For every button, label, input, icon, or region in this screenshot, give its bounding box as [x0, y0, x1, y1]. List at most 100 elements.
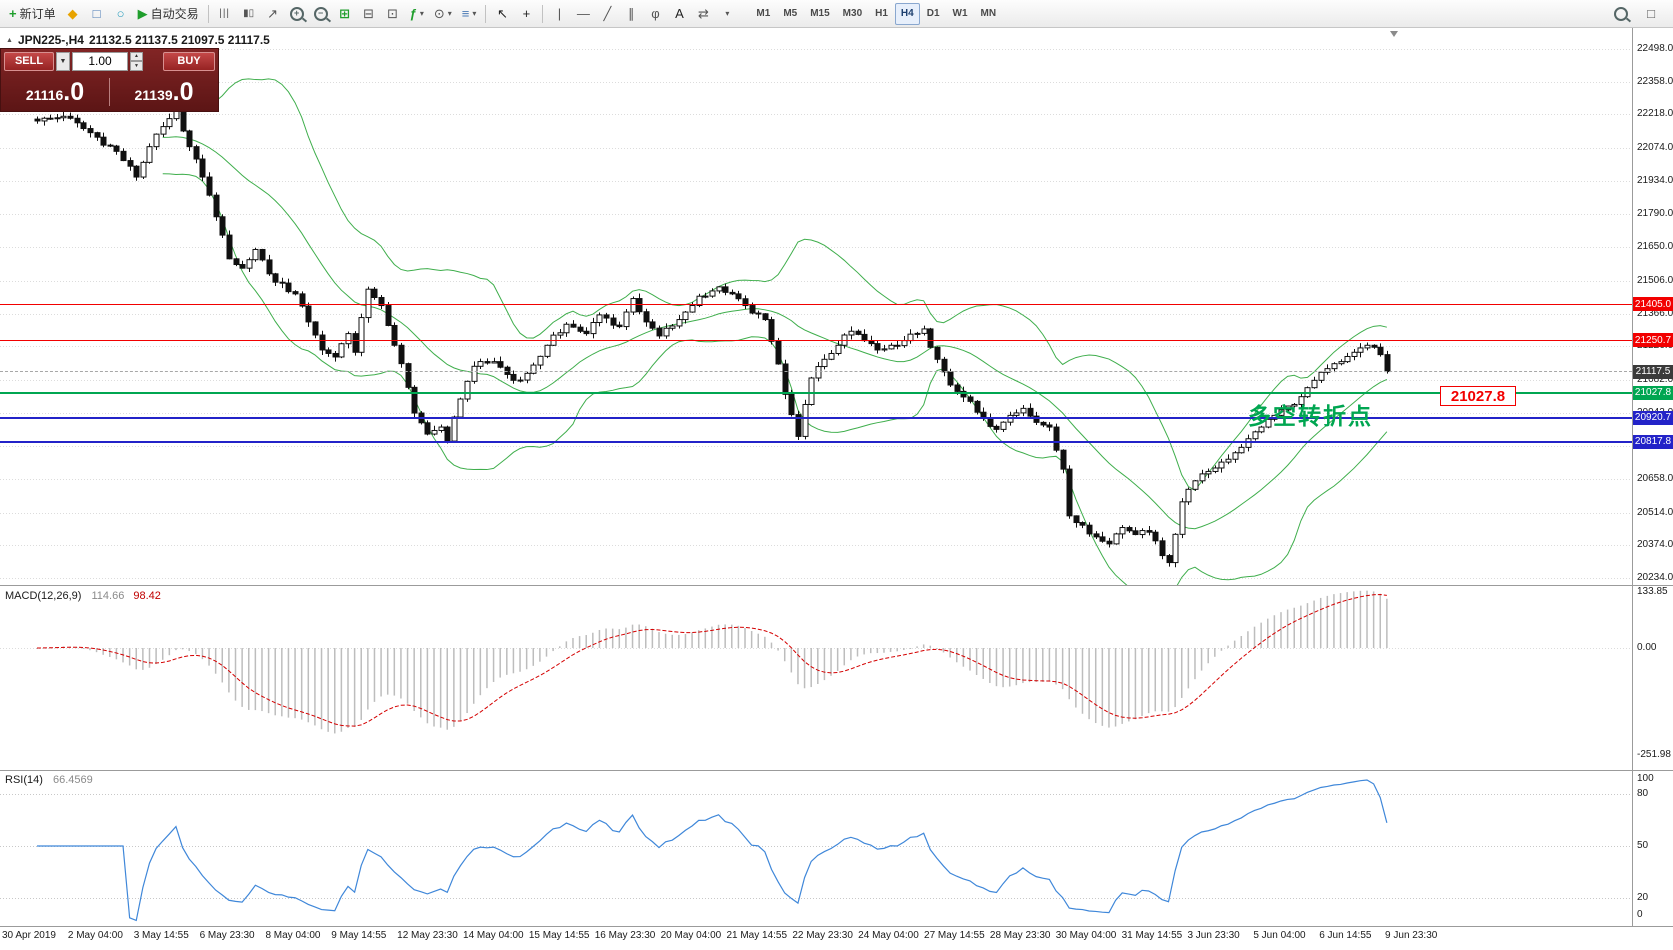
navigator-icon: ○ [116, 6, 125, 21]
cursor-icon: ↖ [496, 6, 508, 21]
arrange-windows-button[interactable]: ⊟ [358, 3, 380, 25]
timeframe-button-m1[interactable]: M1 [756, 8, 771, 19]
sell-price-base: 21116 [25, 86, 64, 103]
macd-panel-separator[interactable] [0, 585, 1673, 586]
macd-signal-value: 98.42 [133, 590, 161, 602]
time-tick-label: 30 May 04:00 [1055, 930, 1117, 941]
price-tick-label: 21082.0 [1637, 373, 1673, 385]
rsi-header: RSI(14) 66.4569 [5, 774, 93, 786]
new-chart-icon: □ [1647, 6, 1655, 21]
sell-button[interactable]: SELL [4, 51, 54, 71]
data-window-button[interactable]: □ [86, 3, 108, 25]
navigator-button[interactable]: ○ [110, 3, 132, 25]
horizontal-level-line[interactable] [0, 416, 1632, 419]
templates-icon: ≡ [461, 6, 470, 21]
price-box-annotation[interactable]: 21027.8 [1440, 386, 1516, 406]
zoom-in-button[interactable]: + [286, 3, 308, 25]
price-tick-label: 21506.0 [1637, 274, 1673, 286]
time-tick-label: 9 Jun 23:30 [1385, 930, 1438, 941]
buy-price-frac: .0 [172, 77, 194, 106]
rsi-panel-separator[interactable] [0, 770, 1673, 771]
turning-point-annotation[interactable]: 多空转折点 [1248, 403, 1373, 429]
time-tick-label: 14 May 04:00 [463, 930, 524, 941]
volume-input[interactable]: 1.00 [72, 51, 128, 71]
trendline-tool-button[interactable]: ╱ [596, 3, 618, 25]
candlestick-chart-icon: ▮▯ [243, 7, 255, 19]
arrows-tool-button[interactable]: ⇄ [692, 3, 714, 25]
horizontal-level-line[interactable] [0, 440, 1632, 443]
price-tick-label: 22498.0 [1637, 43, 1673, 54]
volume-dropdown-button[interactable]: ▼ [56, 51, 70, 71]
zoom-out-icon: − [313, 6, 328, 21]
toolbar-separator [207, 4, 209, 23]
timeframe-button-h4[interactable]: H4 [894, 2, 920, 25]
time-tick-label: 16 May 23:30 [594, 930, 656, 941]
time-tick-label: 6 May 23:30 [199, 930, 255, 941]
level-price-badge: 20920.7 [1633, 410, 1673, 425]
window-marker-icon: ▲ [6, 36, 13, 44]
price-tick-label: 20234.0 [1637, 572, 1673, 583]
timeframe-button-m5[interactable]: M5 [783, 8, 798, 19]
zoom-out-button[interactable]: − [310, 3, 332, 25]
fibonacci-tool-button[interactable]: φ [644, 3, 666, 25]
horizontal-level-line[interactable] [0, 303, 1632, 305]
macd-scale-label: 133.85 [1637, 586, 1668, 597]
cascade-windows-button[interactable]: ⊡ [382, 3, 404, 25]
search-button[interactable] [1610, 3, 1632, 25]
line-chart-button[interactable]: ↗ [262, 3, 284, 25]
new-order-button[interactable]: + 新订单 [5, 3, 60, 25]
time-tick-label: 9 May 14:55 [331, 930, 387, 941]
timeframe-button-h1[interactable]: H1 [875, 8, 888, 19]
horizontal-line-tool-button[interactable]: — [572, 3, 594, 25]
channel-tool-button[interactable]: ∥ [620, 3, 642, 25]
sell-price-frac: .0 [63, 77, 85, 106]
volume-stepper: ▲ ▼ [130, 51, 143, 71]
symbol-header: ▲ JPN225-,H4 21132.5 21137.5 21097.5 211… [6, 33, 270, 47]
volume-up-button[interactable]: ▲ [130, 51, 143, 61]
indicators-button[interactable]: ƒ ▾ [406, 3, 428, 25]
rsi-canvas[interactable] [0, 771, 1632, 925]
market-watch-button[interactable]: ◆ [62, 3, 84, 25]
timeframe-button-w1[interactable]: W1 [952, 8, 968, 19]
timeframe-button-m15[interactable]: M15 [810, 8, 830, 19]
crosshair-tool-button[interactable]: + [515, 3, 537, 25]
tile-windows-icon: ⊞ [339, 6, 351, 21]
cursor-tool-button[interactable]: ↖ [491, 3, 513, 25]
bar-chart-button[interactable]: ||| [214, 3, 236, 25]
time-tick-label: 2 May 04:00 [67, 930, 123, 941]
horizontal-level-line[interactable] [0, 391, 1632, 394]
level-price-badge: 20817.8 [1633, 434, 1673, 449]
macd-canvas[interactable] [0, 586, 1632, 769]
autotrade-button[interactable]: ▶ 自动交易 [134, 3, 203, 25]
current-price-line[interactable] [0, 370, 1632, 372]
shapes-more-button[interactable]: ▾ [716, 3, 738, 25]
timeframe-button-mn[interactable]: MN [980, 8, 997, 19]
periods-button[interactable]: ⊙ ▾ [430, 3, 456, 25]
toolbar: + 新订单 ◆ □ ○ ▶ 自动交易 ||| ▮▯ ↗ + − [0, 0, 1673, 28]
timeframe-button-m30[interactable]: M30 [842, 8, 863, 19]
templates-button[interactable]: ≡ ▾ [458, 3, 481, 25]
sell-price[interactable]: 21116 .0 [1, 77, 109, 106]
time-tick-label: 31 May 14:55 [1121, 930, 1183, 941]
price-tick-label: 20514.0 [1637, 506, 1673, 518]
chart-shift-marker-icon[interactable] [1390, 31, 1398, 37]
level-price-badge: 21027.8 [1633, 385, 1673, 400]
time-tick-label: 8 May 04:00 [265, 930, 321, 941]
text-tool-button[interactable]: A [668, 3, 690, 25]
rsi-scale-label: 80 [1637, 788, 1649, 799]
toolbar-separator [542, 4, 544, 23]
price-axis-border [1632, 28, 1633, 926]
candlestick-chart-button[interactable]: ▮▯ [238, 3, 260, 25]
vertical-line-icon: | [557, 6, 562, 21]
horizontal-level-line[interactable] [0, 339, 1632, 341]
vertical-line-tool-button[interactable]: | [548, 3, 570, 25]
text-tool-icon: A [675, 6, 684, 21]
buy-button[interactable]: BUY [163, 51, 215, 71]
tile-windows-button[interactable]: ⊞ [334, 3, 356, 25]
volume-down-button[interactable]: ▼ [130, 61, 143, 71]
buy-price[interactable]: 21139 .0 [110, 77, 218, 106]
main-chart-canvas[interactable] [0, 28, 1632, 585]
rsi-scale-label: 0 [1637, 909, 1643, 920]
new-chart-button[interactable]: □ [1640, 3, 1662, 25]
timeframe-button-d1[interactable]: D1 [926, 8, 940, 19]
